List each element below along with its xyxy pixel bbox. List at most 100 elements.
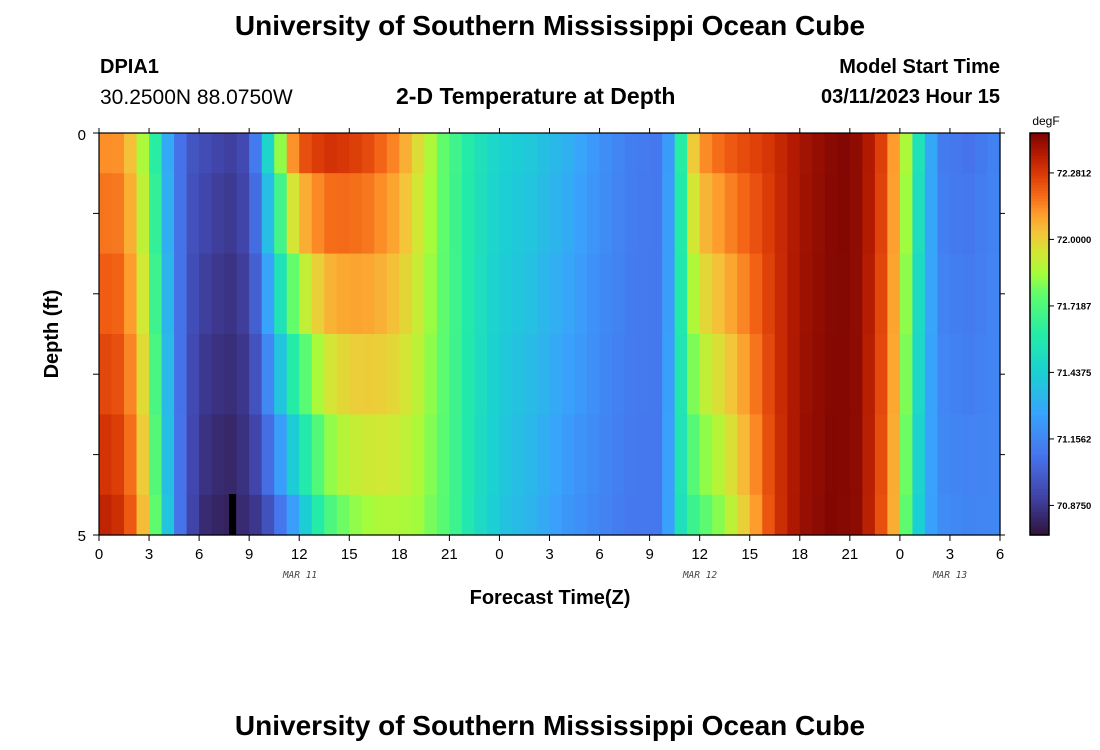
heatmap-cell <box>737 253 751 335</box>
date-label-mar13: MAR 13 <box>932 570 968 581</box>
colorbar-segment <box>1030 463 1049 467</box>
heatmap-cell <box>336 253 350 335</box>
heatmap-cell <box>862 253 876 335</box>
heatmap-cell <box>874 334 888 415</box>
heatmap-cell <box>374 253 388 335</box>
heatmap-cell <box>787 253 801 335</box>
colorbar-segment <box>1030 339 1049 344</box>
heatmap-cell <box>299 414 313 496</box>
heatmap-cell <box>224 334 238 415</box>
colorbar-segment <box>1030 147 1049 151</box>
heatmap-cell <box>837 494 851 536</box>
heatmap-cell <box>99 133 113 174</box>
heatmap-cell <box>324 173 338 255</box>
heatmap-cell <box>474 253 488 335</box>
colorbar-segment <box>1030 520 1049 525</box>
heatmap-cell <box>361 133 375 174</box>
heatmap-cell <box>374 173 388 255</box>
colorbar-segment <box>1030 431 1049 436</box>
heatmap-cell <box>249 414 263 496</box>
heatmap-cell <box>774 253 788 335</box>
x-tick-label: 0 <box>495 546 503 563</box>
heatmap-cell <box>674 494 688 536</box>
heatmap-cell <box>324 414 338 496</box>
colorbar-segment <box>1030 138 1049 143</box>
x-axis-ticks: 0 3 6 9 12 15 18 21 0 3 6 9 12 15 18 21 0 3 6 <box>95 128 1004 563</box>
heatmap-cell <box>461 334 476 415</box>
colorbar-tick-label: 71.1562 <box>1057 434 1091 445</box>
colorbar-segment <box>1030 299 1049 304</box>
heatmap-cell <box>274 334 288 415</box>
heatmap-cell <box>361 173 375 255</box>
colorbar-segment <box>1030 170 1049 174</box>
heatmap-cell <box>724 414 738 496</box>
colorbar-segment <box>1030 512 1049 516</box>
heatmap-cell <box>274 414 288 496</box>
colorbar-segment <box>1030 371 1049 375</box>
heatmap-cell <box>536 133 551 174</box>
heatmap-cell <box>812 414 826 496</box>
heatmap-cell <box>186 133 200 174</box>
heatmap-cell <box>737 173 751 255</box>
x-tick-label: 6 <box>996 546 1004 563</box>
colorbar-segment <box>1030 322 1049 326</box>
colorbar-segment <box>1030 526 1049 530</box>
heatmap-cell <box>762 133 776 174</box>
heatmap-cell <box>674 253 688 335</box>
heatmap-cell <box>299 253 313 335</box>
heatmap-cell <box>699 334 713 415</box>
colorbar-segment <box>1030 247 1049 252</box>
colorbar-segment <box>1030 417 1049 421</box>
colorbar-segment <box>1030 497 1049 502</box>
x-tick-label: 12 <box>691 546 708 563</box>
heatmap-cell <box>812 173 826 255</box>
heatmap-cell <box>324 253 338 335</box>
colorbar-segment <box>1030 382 1049 387</box>
heatmap-cell <box>349 133 363 174</box>
x-tick-label: 9 <box>645 546 653 563</box>
heatmap-cell <box>862 133 876 174</box>
heatmap-cell <box>199 334 213 415</box>
heatmap-cell <box>499 133 513 174</box>
heatmap-cell <box>349 414 363 496</box>
heatmap-cell <box>361 253 375 335</box>
heatmap-cell <box>774 414 788 496</box>
heatmap-cell <box>261 334 275 415</box>
heatmap-cell <box>486 334 501 415</box>
heatmap-cell <box>174 133 188 174</box>
x-tick-label: 3 <box>145 546 153 563</box>
heatmap-cell <box>549 133 563 174</box>
heatmap-cell <box>674 334 688 415</box>
y-tick-label: 0 <box>78 127 86 144</box>
heatmap-cell <box>837 334 851 415</box>
colorbar-segment <box>1030 420 1049 424</box>
heatmap-cell <box>987 253 1001 335</box>
heatmap-cell <box>774 334 788 415</box>
heatmap-cell <box>224 173 238 255</box>
date-label-mar12: MAR 12 <box>682 570 718 581</box>
heatmap-cell <box>399 133 413 174</box>
heatmap-cell <box>862 173 876 255</box>
x-tick-label: 0 <box>95 546 103 563</box>
colorbar-segment <box>1030 270 1049 275</box>
footer-title: University of Southern Mississippi Ocean… <box>234 710 866 741</box>
heatmap-cell <box>499 334 513 415</box>
heatmap-cell <box>912 414 926 496</box>
heatmap-cell <box>149 253 163 335</box>
colorbar-segment <box>1030 290 1049 295</box>
heatmap-cell <box>511 133 526 174</box>
heatmap-cell <box>574 494 588 536</box>
colorbar-segment <box>1030 224 1049 229</box>
heatmap-cell <box>799 253 813 335</box>
heatmap-cell <box>99 414 113 496</box>
heatmap-cell <box>474 173 488 255</box>
heatmap-cell <box>649 414 663 496</box>
heatmap-cell <box>937 334 951 415</box>
heatmap-cell <box>637 414 651 496</box>
heatmap-cell <box>662 334 676 415</box>
heatmap-cell <box>174 173 188 255</box>
heatmap-cell <box>261 173 275 255</box>
colorbar-segment <box>1030 445 1049 450</box>
colorbar-segment <box>1030 253 1049 258</box>
colorbar-segment <box>1030 267 1049 272</box>
